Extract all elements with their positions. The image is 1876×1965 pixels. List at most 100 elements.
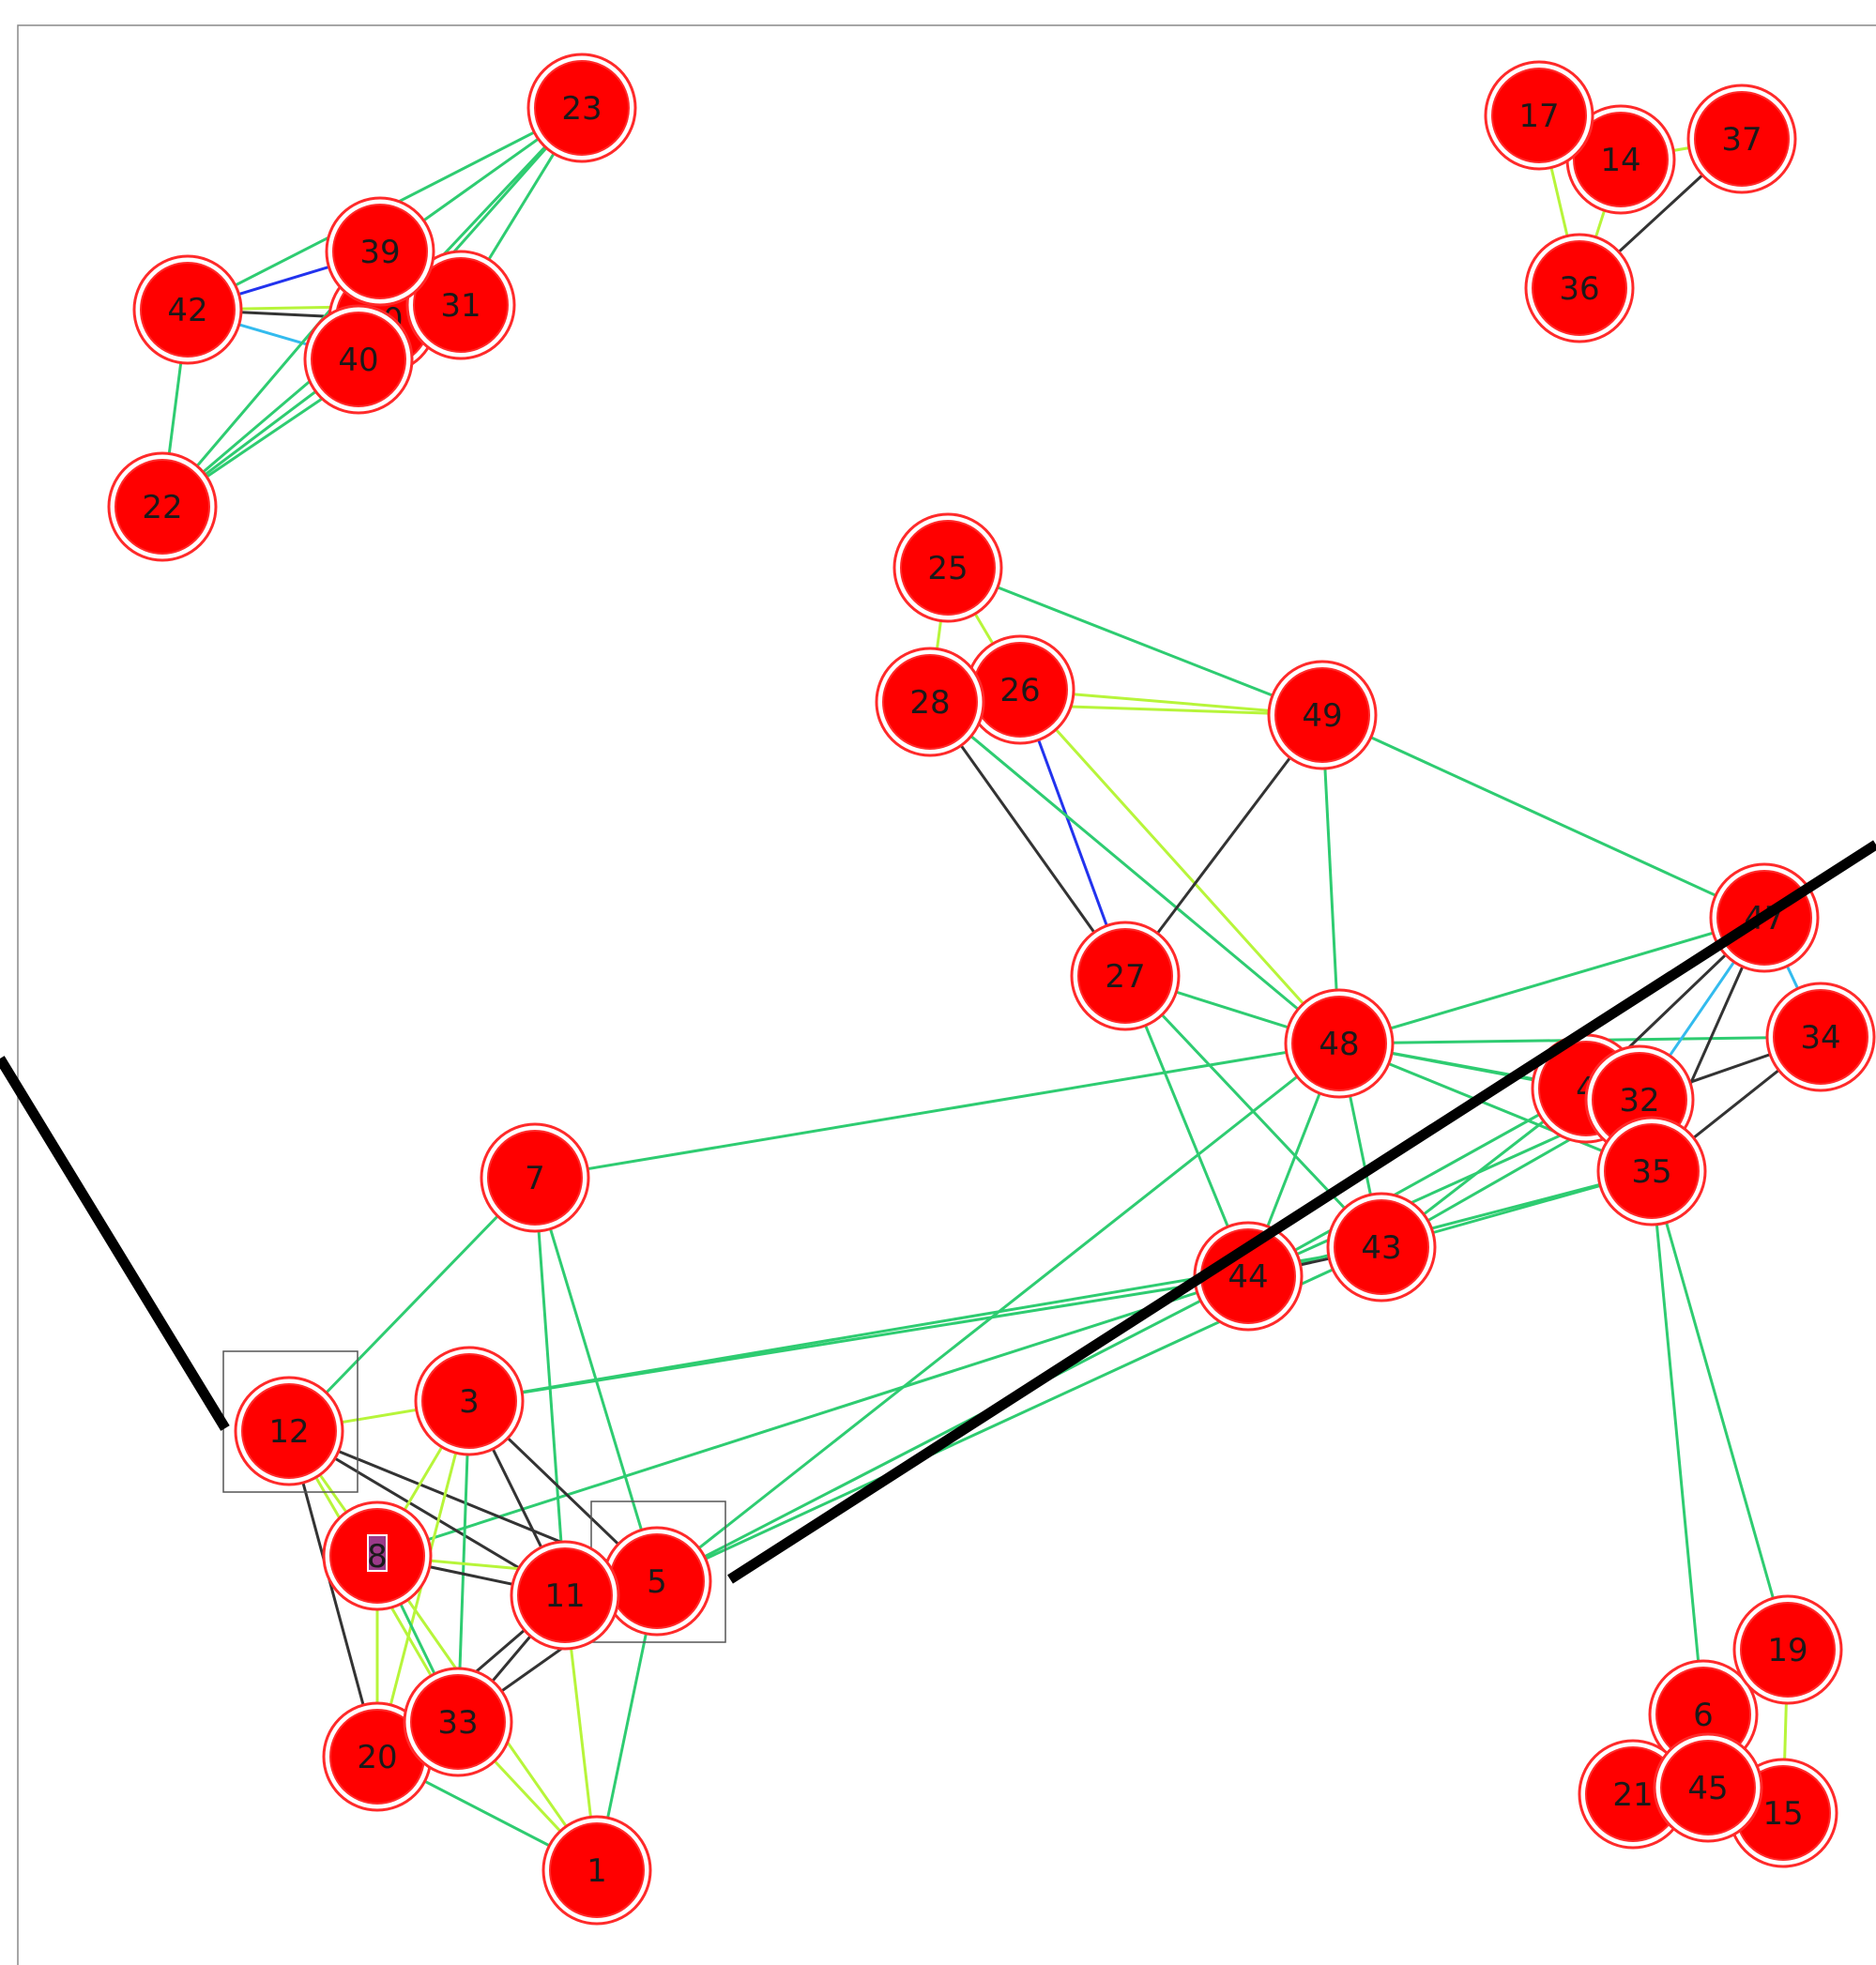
node-fill-42: [140, 262, 236, 358]
node-label-5: 5: [647, 1563, 667, 1601]
node-label-highlight-8: [367, 1534, 388, 1572]
node-42[interactable]: 42: [132, 254, 243, 365]
node-label-15: 15: [1762, 1795, 1803, 1833]
node-label-26: 26: [999, 672, 1040, 709]
edge-7-12: [287, 1176, 537, 1433]
edge-26-48: [1018, 688, 1341, 1045]
node-fill-12: [241, 1383, 337, 1479]
edge-48-35: [1338, 1042, 1653, 1173]
node-fill-37: [1694, 91, 1790, 187]
node-23[interactable]: 23: [526, 53, 637, 163]
node-label-49: 49: [1302, 697, 1342, 735]
node-34[interactable]: 34: [1765, 982, 1876, 1092]
node-fill-23: [534, 60, 630, 156]
node-label-34: 34: [1800, 1019, 1840, 1057]
node-fill-19: [1740, 1602, 1836, 1698]
node-fill-39: [332, 204, 428, 299]
node-14[interactable]: 14: [1565, 104, 1676, 215]
node-fill-33: [410, 1674, 506, 1770]
edge-48-47: [1338, 916, 1765, 1045]
node-48[interactable]: 48: [1284, 988, 1395, 1099]
node-label-45: 45: [1687, 1770, 1728, 1807]
edge-49-47: [1321, 713, 1765, 920]
node-fill-45: [1660, 1740, 1756, 1836]
node-label-12: 12: [268, 1413, 309, 1451]
node-26[interactable]: 26: [965, 634, 1075, 745]
node-label-11: 11: [544, 1577, 585, 1615]
node-label-20: 20: [357, 1739, 397, 1776]
node-28[interactable]: 28: [875, 647, 985, 757]
node-39[interactable]: 39: [325, 196, 435, 307]
node-fill-49: [1274, 667, 1370, 763]
node-3[interactable]: 3: [414, 1346, 525, 1456]
cut-lines-layer: [0, 840, 1876, 1584]
node-fill-34: [1773, 989, 1868, 1085]
node-37[interactable]: 37: [1686, 84, 1797, 194]
node-label-21: 21: [1612, 1776, 1653, 1814]
edge-35-6: [1650, 1170, 1705, 1715]
node-7[interactable]: 7: [480, 1122, 590, 1233]
node-12[interactable]: 12: [234, 1376, 344, 1486]
node-fill-22: [114, 459, 210, 555]
node-19[interactable]: 19: [1732, 1594, 1843, 1705]
edge-7-11: [533, 1177, 567, 1596]
node-fill-43: [1334, 1199, 1429, 1295]
node-label-37: 37: [1721, 121, 1762, 159]
node-fill-27: [1077, 928, 1173, 1024]
node-1[interactable]: 1: [541, 1815, 652, 1926]
nodes-layer: 1345678111214151719202122232526272830313…: [107, 53, 1876, 1926]
edge-28-48: [929, 700, 1340, 1045]
node-fill-31: [413, 257, 509, 353]
node-label-48: 48: [1319, 1026, 1359, 1063]
node-label-25: 25: [927, 550, 968, 587]
node-33[interactable]: 33: [403, 1667, 513, 1777]
node-43[interactable]: 43: [1326, 1192, 1437, 1302]
node-49[interactable]: 49: [1267, 660, 1378, 770]
node-fill-25: [900, 520, 996, 616]
edge-7-5: [533, 1177, 659, 1582]
node-label-8: 8: [367, 1538, 388, 1576]
node-fill-11: [517, 1547, 613, 1643]
edge-28-27: [928, 701, 1127, 977]
node-fill-17: [1491, 68, 1587, 163]
node-label-32: 32: [1619, 1082, 1659, 1120]
node-label-42: 42: [167, 292, 207, 329]
edge-25-49: [947, 566, 1323, 717]
edge-48-7: [534, 1042, 1340, 1180]
node-fill-28: [882, 654, 978, 750]
node-label-14: 14: [1600, 142, 1640, 179]
node-45[interactable]: 45: [1653, 1732, 1763, 1843]
node-fill-40: [311, 312, 406, 407]
node-label-44: 44: [1228, 1258, 1268, 1296]
node-40[interactable]: 40: [303, 304, 414, 415]
node-8[interactable]: 8: [322, 1500, 433, 1611]
node-label-36: 36: [1559, 270, 1599, 308]
node-27[interactable]: 27: [1070, 921, 1181, 1031]
node-31[interactable]: 31: [405, 250, 516, 360]
node-5[interactable]: 5: [602, 1526, 712, 1637]
node-11[interactable]: 11: [510, 1540, 620, 1651]
node-44[interactable]: 44: [1193, 1221, 1304, 1332]
node-label-43: 43: [1361, 1229, 1401, 1267]
node-35[interactable]: 35: [1596, 1116, 1707, 1226]
node-label-1: 1: [587, 1852, 607, 1890]
node-fill-7: [487, 1130, 583, 1226]
node-fill-48: [1291, 996, 1387, 1091]
node-17[interactable]: 17: [1484, 60, 1594, 171]
cut-line-right: [727, 840, 1876, 1584]
node-label-3: 3: [459, 1383, 480, 1421]
node-fill-36: [1532, 240, 1627, 336]
node-label-23: 23: [561, 90, 602, 128]
node-label-19: 19: [1767, 1632, 1807, 1669]
node-label-28: 28: [909, 684, 950, 722]
node-label-40: 40: [338, 342, 378, 379]
node-36[interactable]: 36: [1524, 233, 1635, 343]
node-label-35: 35: [1631, 1153, 1671, 1191]
node-label-31: 31: [440, 287, 480, 325]
node-fill-14: [1573, 112, 1669, 207]
node-label-17: 17: [1518, 98, 1559, 135]
node-25[interactable]: 25: [892, 512, 1003, 623]
node-22[interactable]: 22: [107, 451, 218, 562]
